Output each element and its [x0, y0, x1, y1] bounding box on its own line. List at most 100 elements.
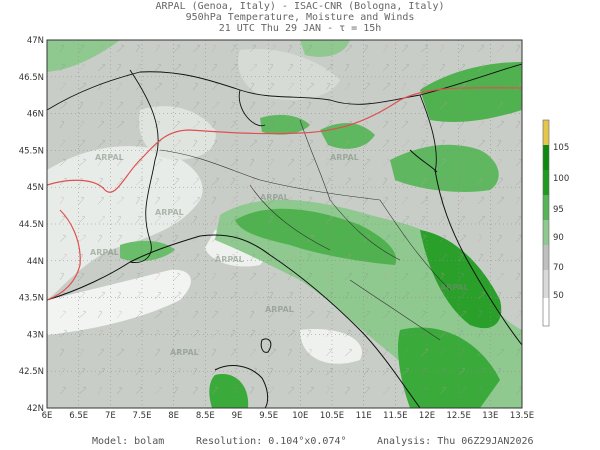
wind-barb	[420, 291, 426, 300]
wind-barb	[78, 291, 86, 300]
wind-barb	[268, 348, 277, 357]
footer-model: Model: bolam	[92, 436, 165, 447]
isoline-west	[47, 209, 81, 301]
wind-barb	[382, 101, 388, 110]
wind-barb	[363, 196, 369, 205]
wind-barb	[515, 44, 521, 53]
wind-barb	[496, 367, 502, 376]
wind-barb	[420, 82, 427, 91]
colorbar-label: 105	[553, 143, 569, 153]
wind-barb	[344, 329, 352, 338]
wind-barb	[59, 44, 65, 53]
wind-barb	[515, 196, 521, 205]
wind-barb	[230, 234, 239, 243]
wind-barb	[382, 367, 390, 376]
wind-barb	[97, 310, 103, 319]
wind-barb	[230, 177, 236, 186]
lon-tick-label: 9.5E	[259, 411, 278, 421]
wind-barb	[420, 139, 426, 148]
wind-barb	[154, 348, 161, 357]
wind-barb	[363, 139, 370, 148]
watermark: ARPAL	[440, 283, 469, 292]
wind-barb	[325, 101, 332, 110]
wind-barb	[477, 386, 483, 395]
wind-barb	[211, 272, 217, 281]
wind-barb	[268, 63, 274, 72]
wind-barb	[458, 291, 466, 300]
wind-barb	[401, 196, 409, 205]
wind-barb	[249, 348, 257, 357]
wind-barb	[211, 120, 217, 129]
wind-barb	[249, 310, 255, 319]
watermark: ARPAL	[95, 153, 124, 162]
colorbar-frame	[542, 119, 550, 327]
wind-barb	[382, 120, 389, 129]
wind-barb	[97, 348, 105, 357]
wind-barb	[344, 177, 352, 186]
wind-barb	[401, 82, 407, 91]
wind-barb	[249, 215, 258, 224]
wind-barb	[268, 196, 277, 205]
wind-barb	[420, 348, 429, 357]
wind-barb	[439, 139, 446, 148]
island-elba	[260, 338, 272, 353]
wind-barb	[154, 158, 163, 167]
wind-barb	[154, 253, 160, 262]
colorbar-segment	[543, 145, 549, 170]
wind-barb	[439, 386, 447, 395]
wind-barb	[496, 44, 505, 53]
wind-barb	[401, 367, 410, 376]
wind-barb	[268, 234, 275, 243]
wind-barb	[287, 120, 293, 129]
wind-barb	[97, 177, 104, 186]
wind-barb	[230, 348, 237, 357]
wind-barb	[192, 367, 198, 376]
wind-barb	[439, 367, 446, 376]
wind-barb	[306, 253, 312, 262]
colorbar: 105 100 95 90 70 50	[542, 119, 569, 327]
wind-barb	[458, 386, 467, 395]
wind-barb	[173, 158, 179, 167]
regional-borders	[159, 119, 451, 341]
wind-barb	[458, 82, 467, 91]
wind-barb	[287, 253, 296, 262]
wind-barb	[249, 253, 256, 262]
wind-barb	[192, 158, 199, 167]
wind-barb	[287, 82, 295, 91]
wind-barb	[287, 310, 295, 319]
lat-tick-label: 43.5N	[19, 294, 44, 304]
wind-barb	[268, 367, 274, 376]
wind-barb	[173, 386, 179, 395]
wind-barb	[401, 272, 409, 281]
wind-barb	[154, 120, 161, 129]
wind-barb	[154, 63, 162, 72]
wind-barb	[97, 253, 104, 262]
wind-barb	[116, 44, 125, 53]
wind-barb	[78, 329, 84, 338]
wind-barb	[496, 63, 502, 72]
wind-barb	[287, 158, 295, 167]
wind-barb	[477, 63, 486, 72]
wind-barb	[211, 44, 217, 53]
moisture-north	[300, 40, 350, 57]
wind-barb	[477, 196, 485, 205]
wind-barb	[287, 215, 294, 224]
wind-barb	[97, 101, 104, 110]
wind-barb	[401, 101, 408, 110]
wind-barb	[135, 120, 141, 129]
wind-barb	[401, 44, 409, 53]
wind-barb	[287, 139, 294, 148]
wind-barb	[78, 101, 84, 110]
wind-barb	[230, 291, 238, 300]
wind-barb	[363, 291, 370, 300]
wind-barb	[116, 291, 122, 300]
wind-barb	[173, 329, 180, 338]
colorbar-label: 50	[553, 291, 564, 301]
wind-barb	[287, 63, 294, 72]
wind-barb	[154, 386, 163, 395]
wind-barb	[382, 253, 388, 262]
wind-barb	[363, 253, 372, 262]
wind-barb	[344, 367, 350, 376]
wind-barb	[211, 310, 219, 319]
lat-tick-label: 46N	[27, 110, 44, 120]
